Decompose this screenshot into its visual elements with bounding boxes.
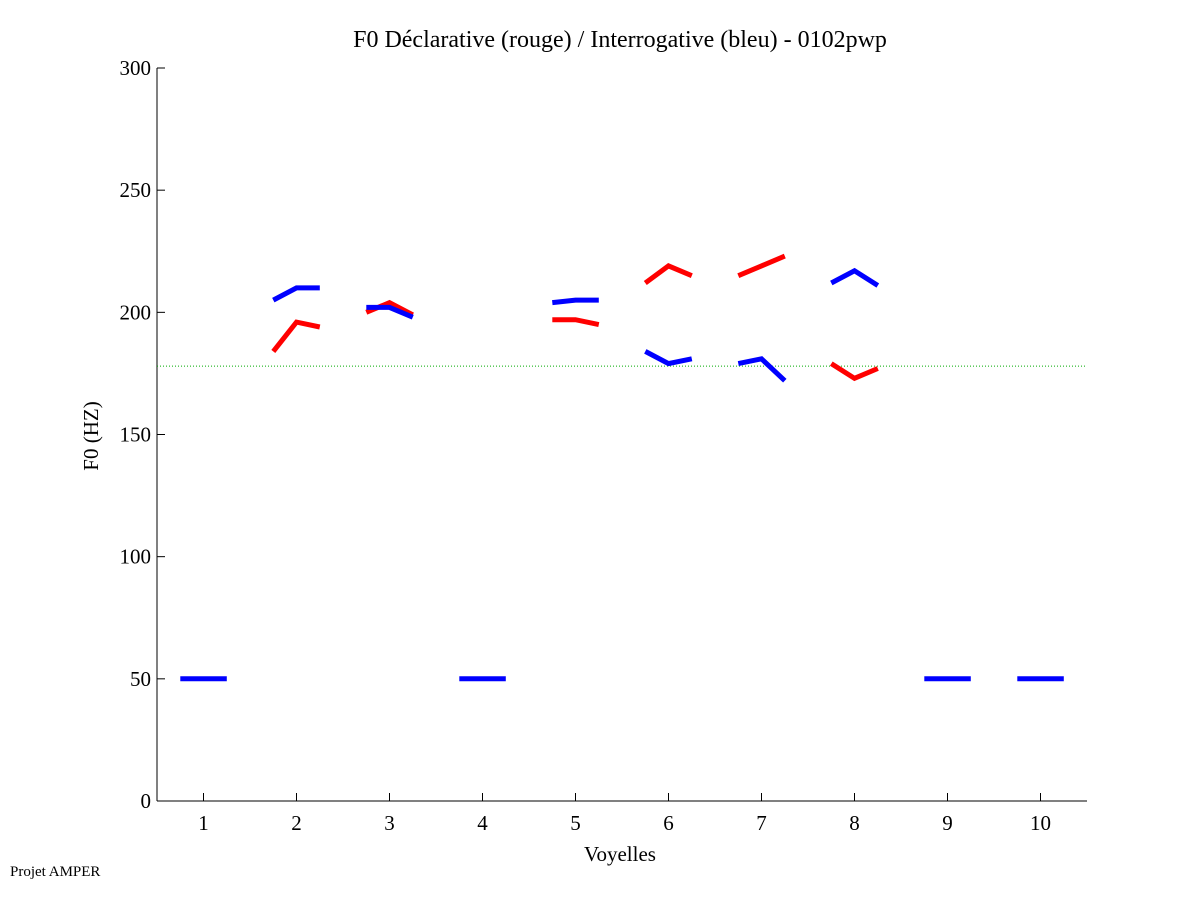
y-tick-label: 0 <box>141 789 152 813</box>
vowel-2-contour <box>271 319 321 353</box>
vowel-8-contour <box>830 267 880 288</box>
y-tick-label: 250 <box>120 178 152 202</box>
chart-title: F0 Déclarative (rouge) / Interrogative (… <box>353 27 887 53</box>
x-tick-label: 7 <box>756 811 767 835</box>
y-tick-label: 150 <box>120 423 152 447</box>
vowel-7-contour <box>737 253 786 279</box>
x-tick-label: 5 <box>570 811 581 835</box>
vowel-5-contour <box>552 317 600 328</box>
y-tick-label: 100 <box>120 545 152 569</box>
vowel-5-contour <box>552 297 599 306</box>
x-tick-label: 4 <box>477 811 488 835</box>
vowel-7-contour <box>737 356 787 383</box>
x-tick-label: 2 <box>291 811 302 835</box>
vowel-6-contour <box>644 349 693 367</box>
y-tick-label: 300 <box>120 56 152 80</box>
vowel-3-contour <box>366 304 414 320</box>
x-tick-label: 9 <box>942 811 953 835</box>
footer-credit: Projet AMPER <box>10 864 101 880</box>
x-tick-label: 10 <box>1030 811 1051 835</box>
y-tick-label: 50 <box>130 667 151 691</box>
y-axis-label: F0 (HZ) <box>79 401 103 470</box>
series-red <box>271 253 879 382</box>
x-tick-label: 3 <box>384 811 395 835</box>
vowel-8-contour <box>829 361 879 382</box>
x-tick-label: 8 <box>849 811 860 835</box>
x-tick-label: 6 <box>663 811 674 835</box>
series-blue <box>180 267 1064 682</box>
x-axis-label: Voyelles <box>584 842 656 866</box>
vowel-6-contour <box>643 263 693 286</box>
vowel-2-contour <box>272 285 320 303</box>
x-tick-label: 1 <box>198 811 209 835</box>
y-tick-label: 200 <box>120 300 152 324</box>
